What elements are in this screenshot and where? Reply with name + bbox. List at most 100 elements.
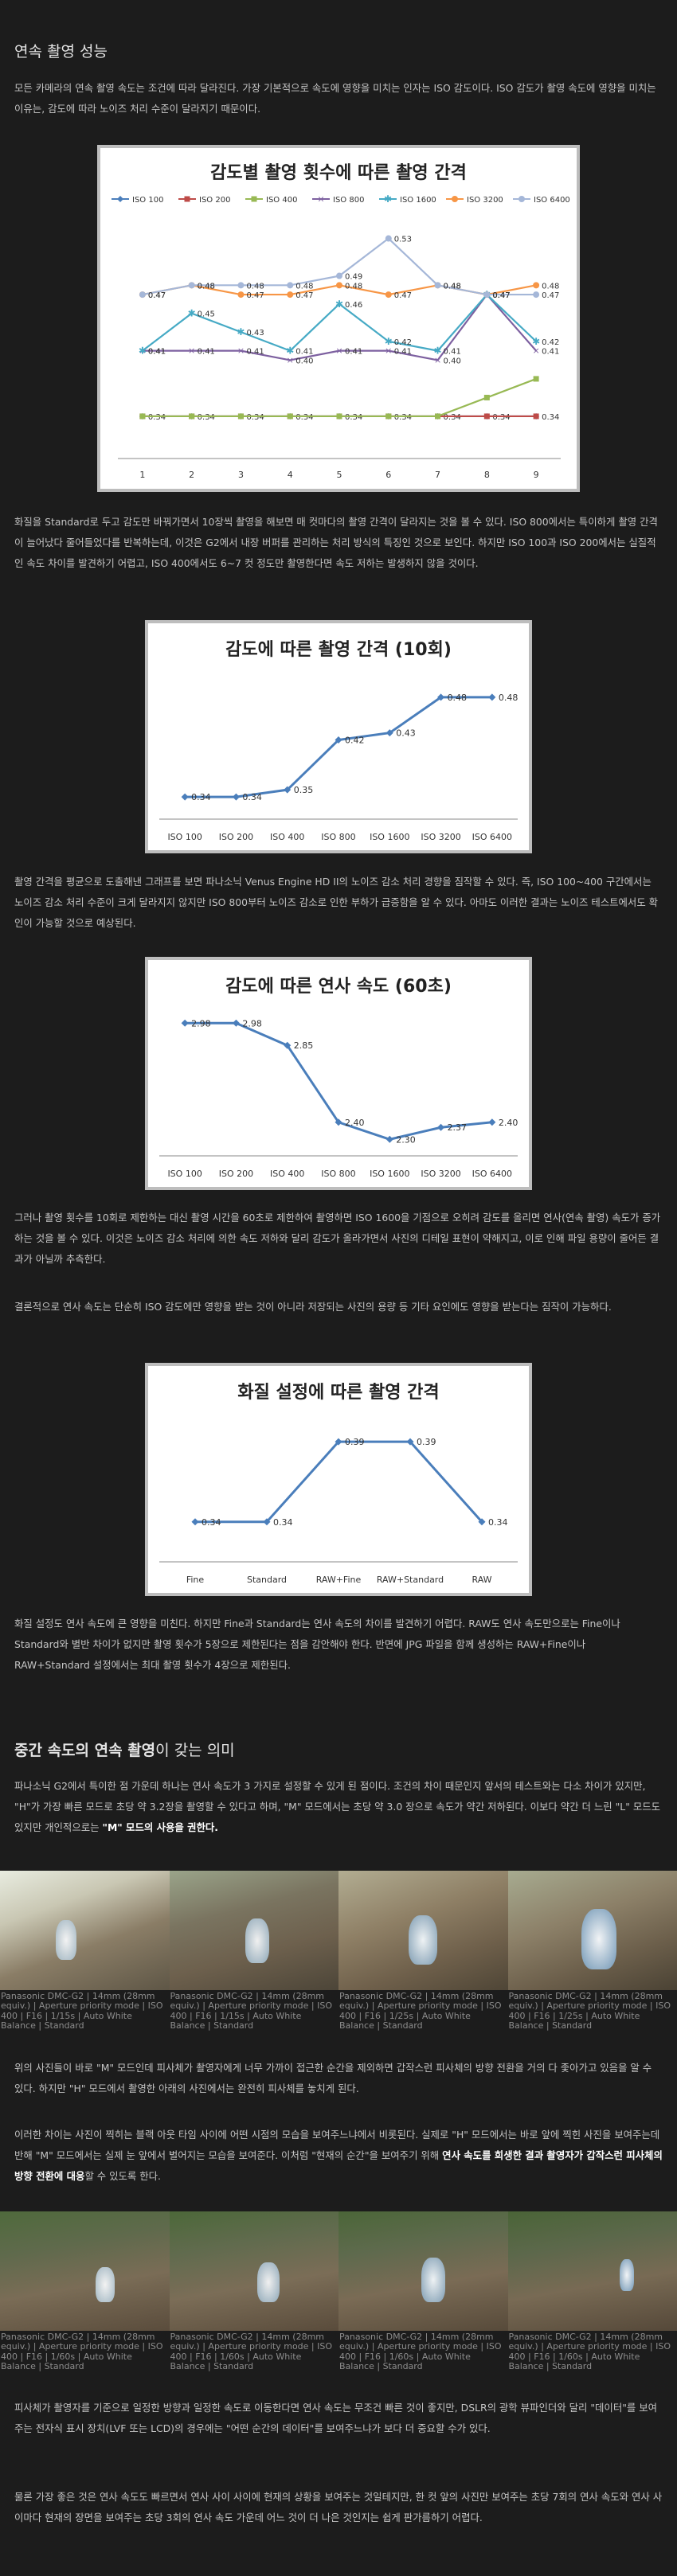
data-point (189, 413, 195, 420)
chart-quality-interval: 화질 설정에 따른 촬영 간격 Fine Standard RAW+Fine RAW+S… (145, 1363, 532, 1596)
data-label: 0.34 (246, 413, 264, 422)
x-tick-label: ISO 100 (167, 832, 202, 842)
data-label: 0.48 (246, 282, 264, 291)
paragraph: 그러나 촬영 횟수를 10회로 제한하는 대신 촬영 시간을 60초로 제한하여… (14, 1212, 661, 1265)
chart-iso-per-shot: 감도별 촬영 횟수에 따른 촬영 간격 ISO 100 ISO 200 ISO 400… (97, 145, 580, 492)
x-tick-label: ISO 200 (219, 1169, 253, 1179)
data-label: 0.48 (295, 282, 313, 291)
data-point: ✱ (188, 308, 196, 319)
photo-caption: Panasonic DMC-G2 | 14mm (28mm equiv.) | … (170, 2332, 333, 2372)
data-label: 2.98 (242, 1018, 262, 1028)
legend-marker (519, 196, 525, 202)
data-point (336, 272, 342, 279)
data-point (406, 1438, 414, 1446)
x-tick-label: 9 (534, 470, 539, 480)
data-label: 2.98 (191, 1018, 211, 1028)
data-label: 0.47 (492, 291, 510, 300)
x-tick-label: ISO 6400 (472, 1169, 512, 1179)
paragraph: 물론 가장 좋은 것은 연사 속도도 빠르면서 연사 사이 사이에 현재의 상황… (14, 2491, 663, 2523)
paragraph: 화질 설정도 연사 속도에 큰 영향을 미친다. 하지만 Fine과 Stand… (14, 1618, 620, 1671)
data-label: 0.48 (345, 282, 362, 291)
data-label: 0.42 (345, 736, 365, 746)
data-point (385, 235, 392, 242)
data-point: ✱ (237, 326, 245, 338)
data-label: 0.48 (444, 282, 461, 291)
photo-image (169, 2211, 338, 2331)
data-label: 0.34 (273, 1517, 293, 1528)
photo-image (0, 1871, 170, 1990)
data-point (287, 282, 294, 289)
paragraph: 촬영 간격을 평균으로 도출해낸 그래프를 보면 파나소닉 Venus Engi… (14, 876, 659, 929)
x-tick-label: RAW (472, 1575, 492, 1585)
data-point (385, 729, 393, 737)
data-label: 2.85 (294, 1040, 314, 1051)
data-point (385, 291, 392, 299)
data-point (385, 413, 392, 420)
data-point (437, 693, 445, 701)
data-label: 0.41 (295, 348, 313, 357)
data-label: 0.39 (417, 1437, 436, 1447)
data-point (335, 1118, 342, 1126)
data-label: 0.47 (295, 291, 313, 300)
s2p1-wrap: 파나소닉 G2에서 특이한 점 가운데 하나는 연사 속도가 3 가지로 설정할… (14, 1776, 663, 1838)
photo-item: Panasonic DMC-G2 | 14mm (28mm equiv.) | … (0, 2211, 170, 2374)
photo-item: Panasonic DMC-G2 | 14mm (28mm equiv.) | … (338, 1871, 508, 2033)
photo-caption: Panasonic DMC-G2 | 14mm (28mm equiv.) | … (339, 1991, 502, 2032)
p6-wrap: 화질 설정도 연사 속도에 큰 영향을 미친다. 하지만 Fine과 Stand… (14, 1614, 663, 1676)
data-label: 2.30 (396, 1134, 416, 1145)
paragraph: 파나소닉 G2에서 특이한 점 가운데 하나는 연사 속도가 3 가지로 설정할… (14, 1776, 663, 1838)
data-label: 2.40 (345, 1118, 365, 1128)
section-title-bold: 중간 속도의 연속 촬영 (14, 1742, 156, 1759)
data-point: × (287, 355, 294, 365)
data-label: 0.48 (448, 693, 468, 703)
data-label: 0.34 (198, 413, 215, 422)
chart-iso-interval-10: 감도에 따른 촬영 간격 (10회) ISO 100 ISO 200 ISO 400 I… (145, 620, 532, 853)
legend-label: ISO 400 (266, 196, 297, 205)
data-label: 2.40 (499, 1118, 519, 1128)
chart-title: 감도에 따른 연사 속도 (60초) (225, 977, 452, 997)
photo-caption: Panasonic DMC-G2 | 14mm (28mm equiv.) | … (339, 2332, 502, 2372)
data-point (335, 736, 342, 744)
section1-intro-wrap: 모든 카메라의 연속 촬영 속도는 조건에 따라 달라진다. 가장 기본적으로 … (14, 78, 663, 119)
data-label: 0.41 (246, 348, 264, 357)
x-tick-label: 1 (139, 470, 145, 480)
data-label: 0.43 (246, 329, 264, 338)
data-point: ✱ (335, 299, 343, 310)
paragraph: 화질을 Standard로 두고 감도만 바꿔가면서 10장씩 촬영을 해보면 … (14, 516, 658, 569)
data-point (237, 282, 245, 289)
x-tick-label: 4 (288, 470, 293, 480)
data-point: ✱ (385, 336, 393, 347)
data-label: 0.41 (148, 348, 166, 357)
x-tick-label: ISO 400 (270, 832, 304, 842)
x-tick-label: 3 (238, 470, 244, 480)
paragraph-bold: "M" 모드의 사용을 권한다. (102, 1821, 218, 1833)
data-label: 0.34 (394, 413, 412, 422)
data-point (139, 291, 146, 299)
chart-svg: 화질 설정에 따른 촬영 간격 Fine Standard RAW+Fine RAW+S… (159, 1383, 518, 1585)
data-point (139, 413, 146, 420)
photo-caption: Panasonic DMC-G2 | 14mm (28mm equiv.) | … (1, 2332, 163, 2372)
data-point (483, 413, 490, 420)
data-label: 0.48 (198, 282, 215, 291)
data-label: 0.34 (191, 792, 211, 802)
data-point (287, 291, 294, 299)
series-line (142, 293, 537, 352)
legend-marker (452, 196, 458, 202)
series-line (142, 293, 537, 361)
section-title-rest: 이 갖는 의미 (155, 1742, 235, 1759)
paragraph-text: 이러한 차이는 사진이 찍히는 블랙 아웃 타임 사이에 어떤 시점의 모습을 … (14, 2129, 660, 2161)
x-tick-label: 6 (385, 470, 391, 480)
section-title: 중간 속도의 연속 촬영이 갖는 의미 (14, 1739, 663, 1760)
data-point: ✱ (286, 345, 294, 357)
data-label: 0.41 (345, 348, 362, 357)
legend-label: ISO 100 (132, 196, 163, 205)
x-tick-label: RAW+Fine (316, 1575, 362, 1585)
data-label: 0.48 (542, 282, 559, 291)
paragraph: 위의 사진들이 바로 "M" 모드인데 피사체가 촬영자에게 너무 가까이 접근… (14, 2062, 652, 2094)
data-label: 0.48 (198, 282, 215, 291)
chart-title: 감도별 촬영 횟수에 따른 촬영 간격 (210, 163, 467, 183)
data-label: 0.42 (394, 338, 412, 347)
data-point (232, 1019, 240, 1027)
x-tick-label: ISO 400 (270, 1169, 304, 1179)
legend-label: ISO 1600 (400, 196, 436, 205)
